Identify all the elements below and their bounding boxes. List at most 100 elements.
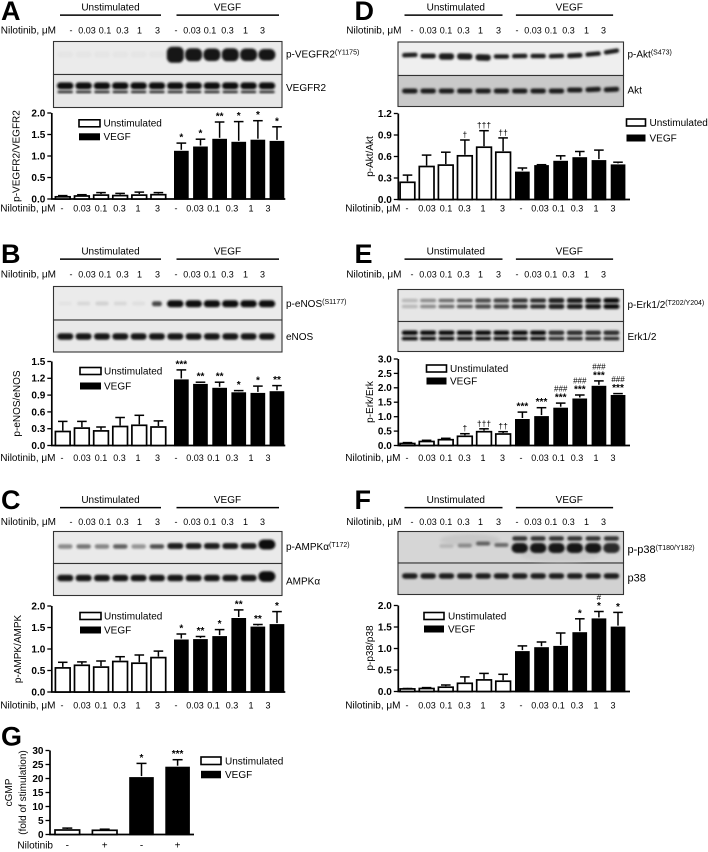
svg-text:0.1: 0.1	[440, 269, 453, 279]
svg-text:-: -	[406, 203, 409, 213]
svg-text:0.1: 0.1	[95, 701, 108, 711]
svg-text:0.1: 0.1	[207, 203, 220, 213]
svg-text:*: *	[237, 111, 241, 122]
svg-text:(fold of stimulation): (fold of stimulation)	[18, 750, 29, 834]
svg-text:††: ††	[498, 127, 508, 137]
svg-text:VEGF: VEGF	[556, 495, 583, 506]
svg-text:*: *	[256, 110, 260, 121]
svg-text:0.5: 0.5	[31, 666, 45, 677]
svg-text:0.03: 0.03	[73, 701, 91, 711]
svg-text:20: 20	[32, 774, 44, 785]
svg-text:Nilotinib, μM: Nilotinib, μM	[1, 269, 56, 280]
svg-text:Nilotinib, μM: Nilotinib, μM	[345, 701, 400, 712]
svg-text:0.1: 0.1	[545, 517, 558, 527]
svg-text:Akt: Akt	[628, 86, 643, 97]
svg-text:Unstimulated: Unstimulated	[427, 3, 485, 14]
svg-text:-: -	[175, 517, 178, 527]
svg-text:0.3: 0.3	[226, 203, 239, 213]
svg-text:5: 5	[38, 816, 44, 827]
svg-text:0.1: 0.1	[545, 26, 558, 36]
svg-text:-: -	[175, 269, 178, 279]
svg-text:0.1: 0.1	[440, 26, 453, 36]
svg-text:†: †	[463, 423, 468, 433]
svg-text:1: 1	[248, 453, 253, 463]
svg-text:1.5: 1.5	[378, 398, 392, 409]
svg-text:Nilotinib, μM: Nilotinib, μM	[346, 26, 401, 37]
svg-text:1: 1	[243, 269, 248, 279]
svg-text:1.0: 1.0	[31, 151, 45, 162]
svg-text:-: -	[70, 26, 73, 36]
svg-text:-: -	[516, 517, 519, 527]
svg-text:***: ***	[574, 385, 586, 396]
svg-text:-: -	[61, 203, 64, 213]
svg-text:1.0: 1.0	[378, 644, 392, 655]
svg-text:***: ***	[555, 393, 567, 404]
svg-text:p-VEGFR2/VEGFR2: p-VEGFR2/VEGFR2	[12, 110, 23, 202]
svg-text:*: *	[578, 608, 582, 619]
svg-text:0.9: 0.9	[31, 391, 45, 402]
svg-text:0.3: 0.3	[457, 26, 470, 36]
svg-text:VEGF: VEGF	[650, 133, 677, 144]
svg-text:1.5: 1.5	[31, 130, 45, 141]
svg-text:-: -	[175, 203, 178, 213]
svg-text:2.0: 2.0	[378, 383, 392, 394]
svg-text:p-eNOS/eNOS: p-eNOS/eNOS	[12, 370, 23, 436]
svg-text:0.0: 0.0	[31, 194, 45, 205]
svg-text:-: -	[411, 26, 414, 36]
svg-text:0.3: 0.3	[571, 453, 584, 463]
svg-text:VEGF: VEGF	[214, 247, 241, 258]
svg-text:VEGF: VEGF	[214, 3, 241, 14]
svg-text:***: ***	[172, 749, 184, 760]
svg-text:0.03: 0.03	[419, 26, 437, 36]
svg-text:VEGF: VEGF	[556, 3, 583, 14]
svg-text:0.03: 0.03	[418, 453, 436, 463]
svg-text:0.1: 0.1	[204, 269, 217, 279]
svg-text:0.0: 0.0	[378, 687, 392, 698]
svg-text:-: -	[516, 26, 519, 36]
svg-text:***: ***	[593, 370, 605, 381]
svg-text:3: 3	[155, 517, 160, 527]
svg-text:0.1: 0.1	[207, 453, 220, 463]
svg-text:0.3: 0.3	[113, 203, 126, 213]
svg-text:0.3: 0.3	[562, 269, 575, 279]
svg-text:Unstimulated: Unstimulated	[81, 495, 139, 506]
svg-text:A: A	[1, 0, 21, 26]
svg-text:0.1: 0.1	[552, 203, 565, 213]
svg-text:3: 3	[155, 269, 160, 279]
svg-text:2.5: 2.5	[378, 369, 392, 380]
svg-text:0.3: 0.3	[221, 26, 234, 36]
svg-text:3: 3	[155, 453, 160, 463]
svg-text:0.0: 0.0	[378, 195, 392, 206]
svg-text:**: **	[197, 626, 205, 637]
svg-text:15: 15	[32, 788, 44, 799]
svg-text:0.03: 0.03	[186, 701, 204, 711]
svg-text:*: *	[256, 376, 260, 387]
svg-text:0.3: 0.3	[221, 269, 234, 279]
svg-text:0.1: 0.1	[440, 453, 453, 463]
svg-text:p-AMPKα(T172): p-AMPKα(T172)	[286, 542, 350, 553]
svg-text:3: 3	[265, 701, 270, 711]
svg-text:1: 1	[137, 26, 142, 36]
svg-text:0.03: 0.03	[419, 517, 437, 527]
svg-text:p-Akt(S473): p-Akt(S473)	[628, 49, 672, 60]
svg-text:-: -	[70, 517, 73, 527]
svg-text:1: 1	[478, 269, 483, 279]
svg-text:0.3: 0.3	[457, 517, 470, 527]
svg-text:0.03: 0.03	[186, 203, 204, 213]
svg-text:0.3: 0.3	[562, 26, 575, 36]
svg-text:0.03: 0.03	[183, 269, 201, 279]
svg-text:1: 1	[584, 26, 589, 36]
svg-text:0.3: 0.3	[31, 424, 45, 435]
svg-text:Nilotinib, μM: Nilotinib, μM	[0, 453, 55, 464]
svg-text:0.03: 0.03	[186, 453, 204, 463]
svg-text:0.3: 0.3	[226, 453, 239, 463]
svg-text:1.5: 1.5	[378, 622, 392, 633]
svg-text:0.3: 0.3	[571, 203, 584, 213]
svg-text:0.3: 0.3	[562, 517, 575, 527]
svg-text:30: 30	[32, 746, 44, 757]
svg-text:E: E	[355, 239, 373, 269]
svg-text:0.3: 0.3	[116, 517, 129, 527]
svg-text:0.3: 0.3	[571, 701, 584, 711]
svg-text:3: 3	[610, 203, 615, 213]
svg-text:1.2: 1.2	[31, 374, 45, 385]
